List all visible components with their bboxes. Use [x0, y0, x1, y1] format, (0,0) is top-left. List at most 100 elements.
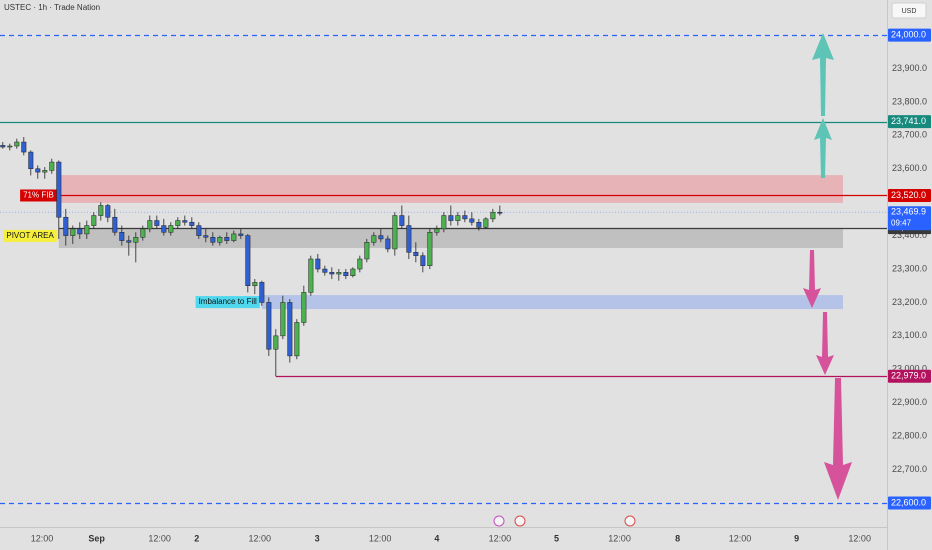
candle-body [336, 272, 342, 275]
y-tick-label: 23,600.0 [892, 163, 927, 173]
candle-body [357, 258, 363, 270]
x-tick-label: 3 [315, 533, 320, 543]
candle-body [455, 215, 461, 221]
candle-body [371, 235, 377, 243]
x-tick-label: 12:00 [608, 533, 631, 543]
x-tick-label: Sep [88, 533, 105, 543]
zone-label-text: PIVOT AREA [6, 231, 54, 240]
candle-body [98, 205, 104, 216]
down-arrow [816, 312, 834, 375]
candle-body [252, 282, 258, 286]
candle-body [231, 233, 237, 241]
candle-body [497, 211, 503, 214]
plot-area: 71% FIB PIVOT AREA Imbalance to Fill [0, 34, 887, 505]
y-tick-label: 23,100.0 [892, 330, 927, 340]
candle-body [35, 168, 41, 173]
candle-body [350, 268, 356, 276]
price-label-box [888, 496, 931, 510]
candle-body [161, 225, 167, 233]
price-label-box [888, 28, 931, 42]
price-label: 22,979.0 [891, 371, 926, 381]
candle-body [49, 161, 55, 171]
up-arrow [814, 118, 832, 178]
last-price-box [888, 206, 931, 231]
candle-body [483, 218, 489, 228]
candle-body [70, 228, 76, 236]
event-icon [514, 515, 526, 527]
candle-body [189, 221, 195, 226]
zone-label-box [3, 229, 57, 242]
y-tick-label: 22,800.0 [892, 430, 927, 440]
x-tick-label: 9 [794, 533, 799, 543]
candle-body [406, 225, 412, 253]
candle-body [259, 282, 265, 303]
x-tick-label: 4 [434, 533, 439, 543]
candle-body [63, 216, 69, 236]
event-icons [493, 515, 636, 527]
candle-body [0, 145, 6, 148]
price-label: 23,520.0 [891, 190, 926, 200]
zone-label: PIVOT AREA [3, 229, 57, 242]
currency-box[interactable] [891, 2, 927, 19]
chart-title: USTEC · 1h · Trade Nation [4, 3, 100, 12]
candle-body [266, 302, 272, 350]
x-tick-label: 8 [675, 533, 680, 543]
zone-label-box [195, 296, 260, 309]
candle-body [42, 170, 48, 173]
candle-body [182, 220, 188, 223]
x-tick-label: 12:00 [248, 533, 271, 543]
y-tick-label: 23,400.0 [892, 230, 927, 240]
candle-body [140, 228, 146, 238]
y-tick-label: 23,200.0 [892, 297, 927, 307]
candle-body [217, 237, 223, 243]
y-tick-label: 22,700.0 [892, 464, 927, 474]
y-tick-label: 23,900.0 [892, 63, 927, 73]
candle-body [385, 238, 391, 250]
price-label-box [888, 115, 931, 129]
x-tick-label: 12:00 [729, 533, 752, 543]
candle-body [399, 215, 405, 226]
price-label: 23,741.0 [891, 116, 926, 126]
x-tick-label: 2 [194, 533, 199, 543]
y-tick-label: 23,300.0 [892, 263, 927, 273]
zone-label-text: 71% FIB [23, 191, 54, 200]
candle-body [413, 252, 419, 256]
candle-body [14, 141, 20, 147]
candle-body [175, 220, 181, 226]
candle-body [308, 258, 314, 293]
y-tick-label: 23,700.0 [892, 130, 927, 140]
down-arrow [824, 378, 852, 500]
candle-body [392, 215, 398, 250]
down-arrow [803, 250, 821, 308]
y-tick-label: 23,000.0 [892, 364, 927, 374]
arrows [803, 33, 852, 500]
candle-body [133, 237, 139, 243]
price-label-box [888, 188, 931, 202]
candle-body [434, 228, 440, 233]
candle-body [469, 218, 475, 223]
candle-body [245, 235, 251, 286]
candle-body [7, 145, 13, 148]
candle-body [343, 272, 349, 276]
zone [58, 227, 843, 248]
candle-body [329, 272, 335, 275]
x-tick-label: 12:00 [489, 533, 512, 543]
up-arrow [812, 33, 834, 116]
candle-body [105, 205, 111, 218]
candle-body [112, 216, 118, 233]
zone-label-text: Imbalance to Fill [199, 297, 257, 306]
candle-body [238, 233, 244, 236]
candle-body [322, 268, 328, 273]
candle-body [126, 240, 132, 243]
candle-body [28, 151, 34, 170]
candle-body [476, 221, 482, 228]
price-label: 24,000.0 [891, 29, 926, 39]
candle-body [364, 242, 370, 260]
candle-body [119, 232, 125, 241]
currency[interactable]: USD [902, 8, 917, 15]
x-tick-label: 12:00 [31, 533, 54, 543]
candle-body [462, 215, 468, 220]
